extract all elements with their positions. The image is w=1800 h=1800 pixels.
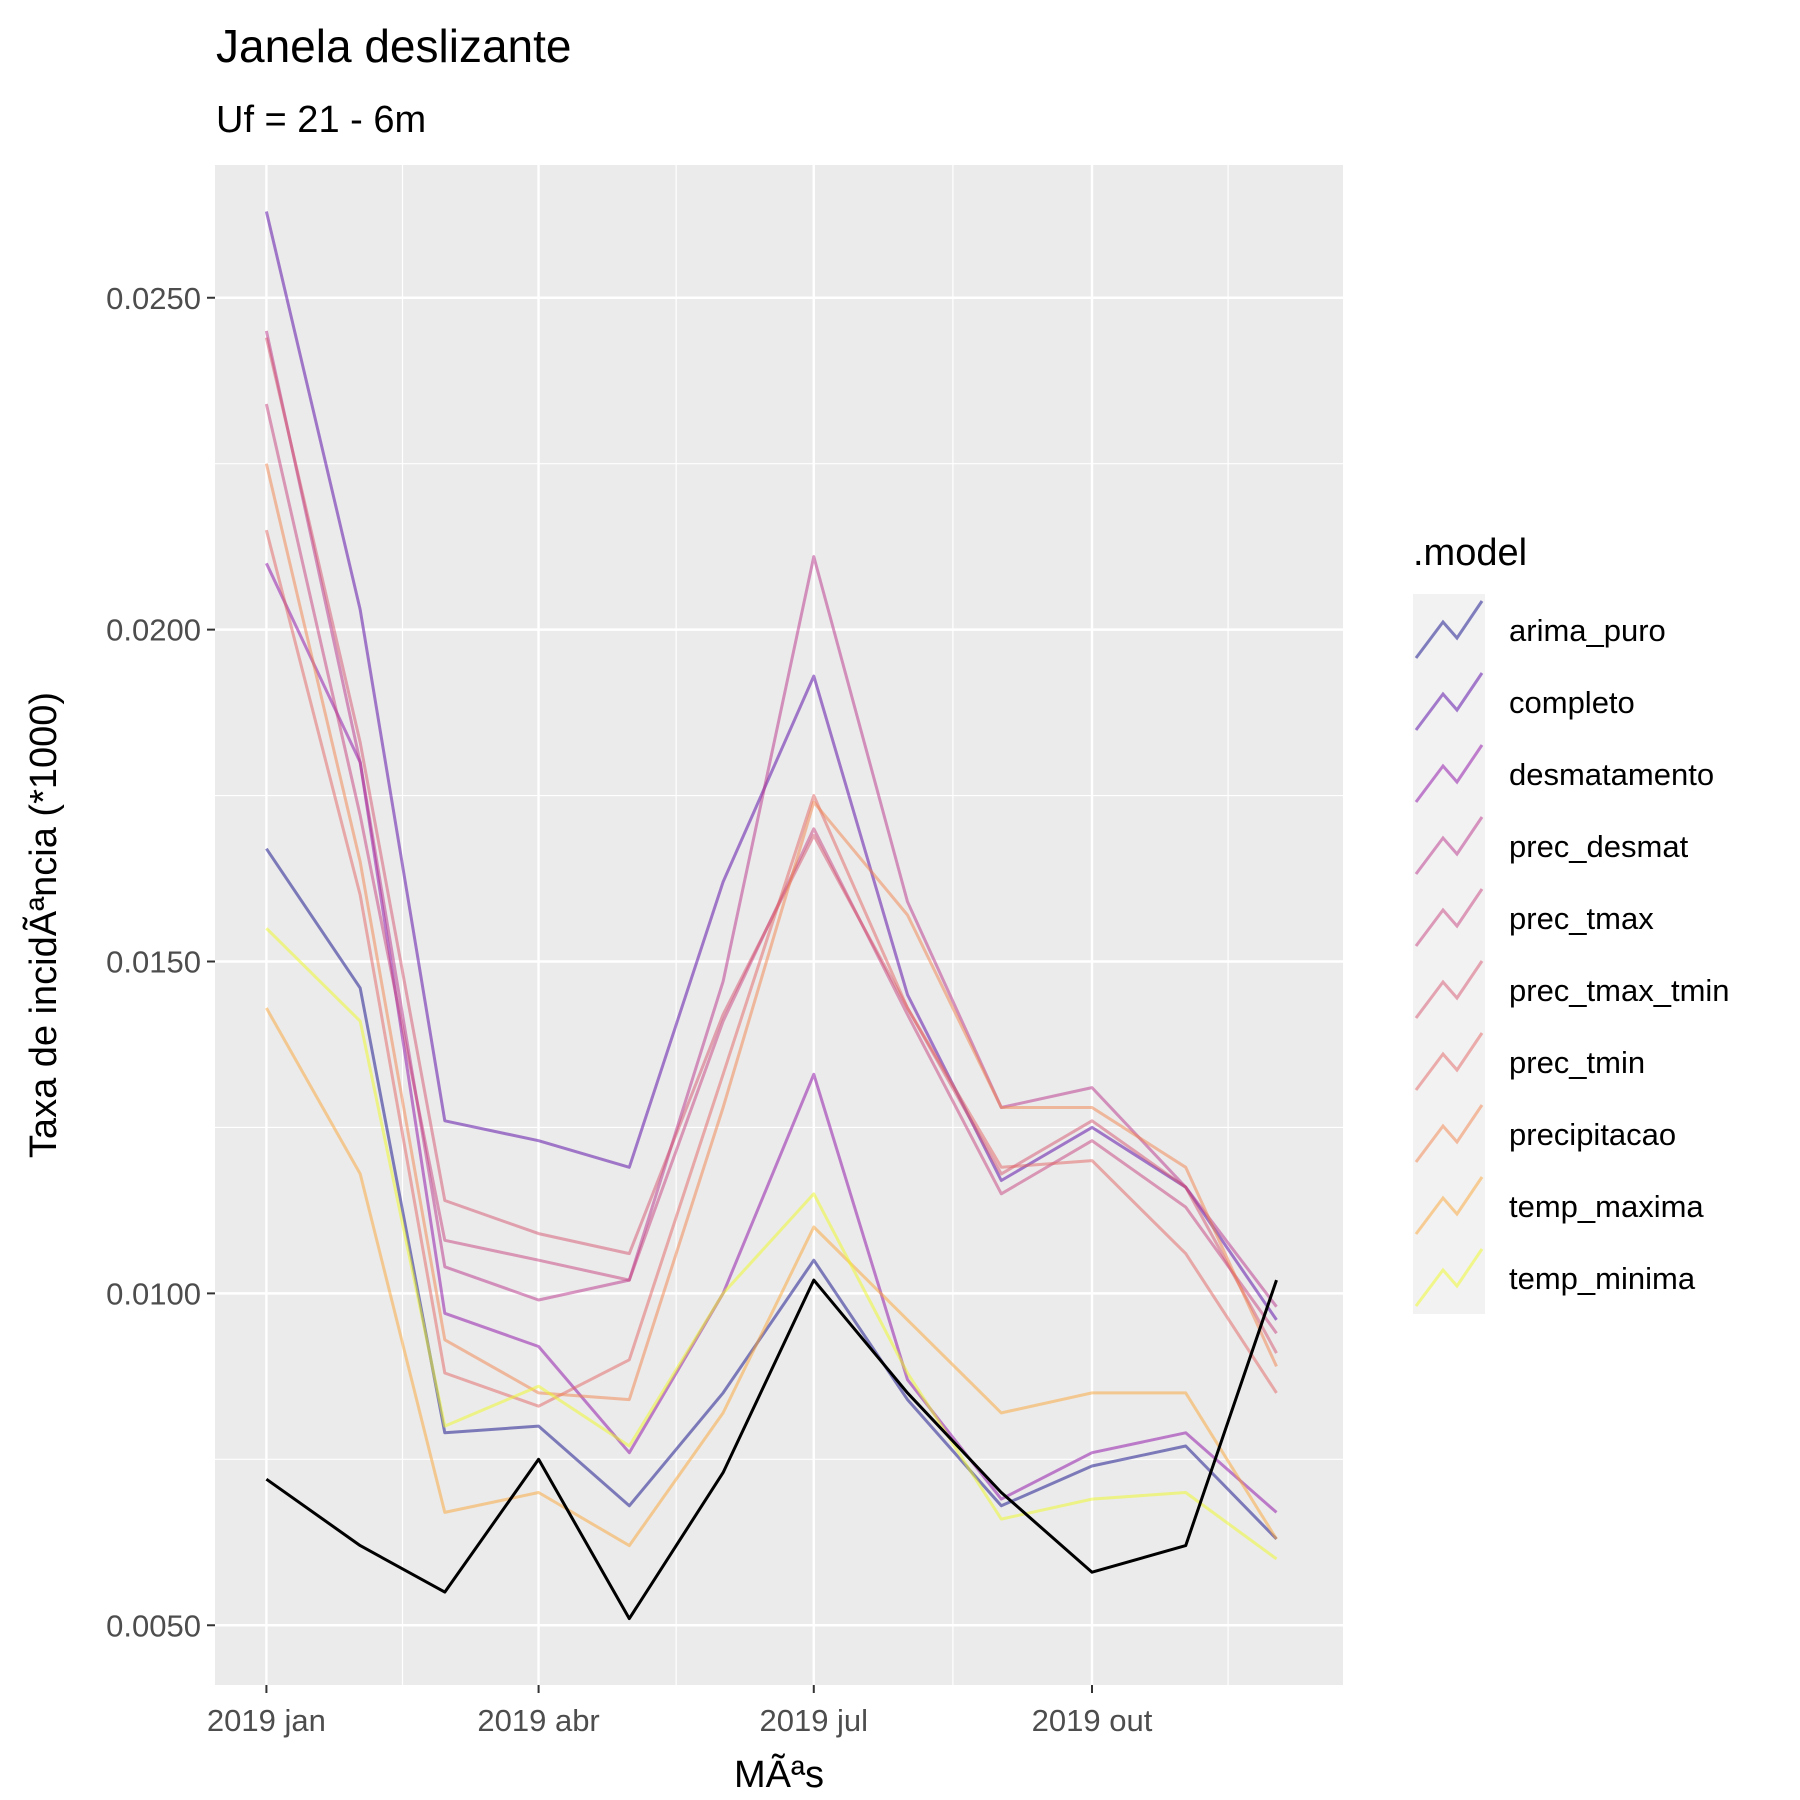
- series-line-prec-tmax-tmin: [264, 337, 1278, 1354]
- legend-label-arima-puro: arima_puro: [1509, 613, 1666, 648]
- series-line-prec-desmat: [264, 330, 1278, 1308]
- series-line-completo: [264, 211, 1278, 1321]
- series-lines: [264, 211, 1278, 1561]
- y-axis-title: Taxa de incidÃªncia (*1000): [22, 692, 65, 1158]
- legend-key-prec-tmin: [1414, 1032, 1484, 1091]
- x-tick-label: 2019 jan: [207, 1703, 326, 1738]
- observed-series-line: [265, 1278, 1278, 1621]
- x-tick-label: 2019 jul: [759, 1703, 868, 1738]
- legend-key-arima-puro: [1414, 600, 1484, 659]
- legend-key-temp-minima: [1414, 1248, 1484, 1307]
- legend-title: .model: [1413, 532, 1527, 574]
- legend-key-completo: [1414, 672, 1484, 731]
- chart-title: Janela deslizante: [216, 20, 571, 72]
- series-line-temp-maxima: [265, 1007, 1278, 1548]
- legend-label-temp-maxima: temp_maxima: [1509, 1189, 1704, 1224]
- x-tick-label: 2019 out: [1032, 1703, 1153, 1738]
- y-axis: 0.0050 0.0100 0.0150 0.0200 0.0250: [106, 281, 215, 1643]
- series-line-desmatamento: [265, 562, 1278, 1514]
- x-tick-label: 2019 abr: [477, 1703, 599, 1738]
- legend-key-temp-maxima: [1414, 1176, 1484, 1235]
- legend-key-prec-desmat: [1414, 816, 1484, 875]
- legend-label-prec-tmin: prec_tmin: [1509, 1045, 1645, 1080]
- legend-label-desmatamento: desmatamento: [1509, 757, 1714, 792]
- y-tick-label: 0.0200: [106, 613, 201, 648]
- legend-key-prec-tmax: [1414, 888, 1484, 947]
- major-gridlines: [215, 165, 1343, 1685]
- legend-key-desmatamento: [1414, 744, 1484, 803]
- series-line-precipitacao: [264, 463, 1278, 1402]
- legend: arima_puro completo desmatamento prec_desma…: [1413, 594, 1730, 1314]
- legend-label-temp-minima: temp_minima: [1509, 1261, 1696, 1296]
- minor-gridlines: [215, 165, 1343, 1685]
- y-tick-label: 0.0050: [106, 1608, 201, 1643]
- chart-subtitle: Uf = 21 - 6m: [216, 99, 426, 141]
- legend-label-prec-tmax: prec_tmax: [1509, 901, 1654, 936]
- legend-label-completo: completo: [1509, 685, 1635, 720]
- legend-label-prec-desmat: prec_desmat: [1509, 829, 1689, 864]
- legend-key-precipitacao: [1414, 1104, 1484, 1163]
- legend-label-precipitacao: precipitacao: [1509, 1117, 1676, 1152]
- legend-label-prec-tmax-tmin: prec_tmax_tmin: [1509, 973, 1730, 1008]
- series-line-prec-tmin: [264, 529, 1278, 1408]
- x-axis: 2019 jan 2019 abr 2019 jul 2019 out: [207, 1685, 1153, 1738]
- y-tick-label: 0.0250: [106, 281, 201, 316]
- observed-line: [265, 1278, 1278, 1621]
- y-tick-label: 0.0100: [106, 1276, 201, 1311]
- x-axis-title: MÃªs: [734, 1753, 824, 1796]
- legend-key-prec-tmax-tmin: [1414, 960, 1484, 1019]
- series-line-temp-minima: [265, 927, 1278, 1561]
- y-tick-label: 0.0150: [106, 945, 201, 980]
